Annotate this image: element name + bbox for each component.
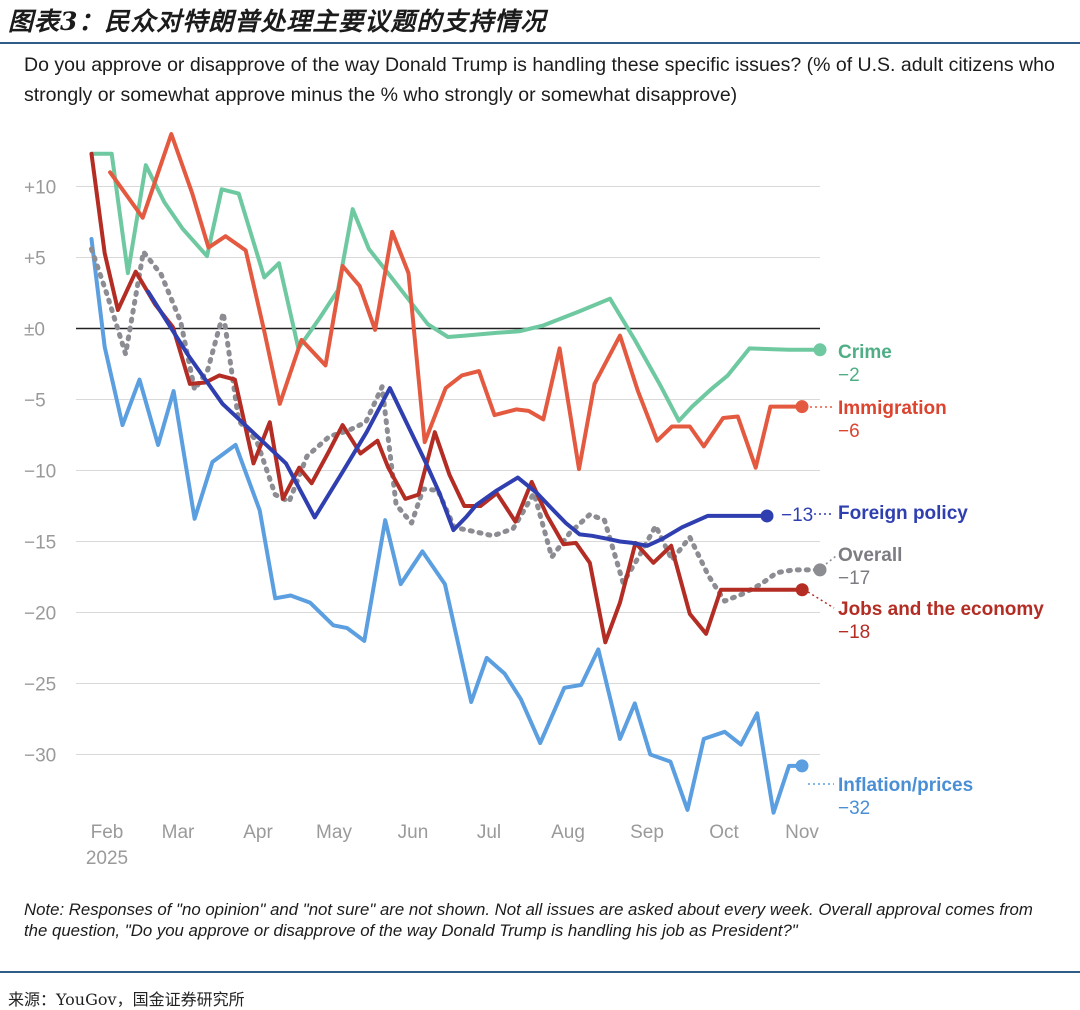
y-tick-label: −10 <box>24 462 56 483</box>
series-line-overall <box>89 246 823 604</box>
series-end-dot-inflation-prices <box>795 759 809 773</box>
line-chart: +10 +5 ±0 −5 −10 −15 −20 −25 −30 Feb 2025 Mar Apr Ma… <box>24 132 1044 869</box>
series-end-dot-jobs-and-the-economy <box>795 583 809 597</box>
x-tick-label: Feb <box>91 822 124 843</box>
leader-overall <box>825 555 837 565</box>
label-crime-value: −2 <box>838 365 860 386</box>
x-tick-label: Jun <box>398 822 429 843</box>
series-line-crime <box>89 151 822 423</box>
y-tick-label: −15 <box>24 533 56 554</box>
leader-jobs <box>807 591 835 609</box>
footer-rule <box>0 971 1080 973</box>
label-inflation-name: Inflation/prices <box>838 775 973 796</box>
x-tick-label: Apr <box>243 822 273 843</box>
series-line-foreign-policy <box>146 289 769 548</box>
label-immigration-value: −6 <box>838 421 860 442</box>
y-tick-label: +5 <box>24 249 46 270</box>
label-inflation-value: −32 <box>838 798 870 819</box>
x-tick-label: Aug <box>551 822 585 843</box>
y-axis-labels: +10 +5 ±0 −5 −10 −15 −20 −25 −30 <box>24 178 56 767</box>
x-tick-label: May <box>316 822 352 843</box>
y-tick-label: −30 <box>24 746 56 767</box>
x-tick-label: Sep <box>630 822 664 843</box>
label-foreign-name: Foreign policy <box>838 503 968 524</box>
series-line-inflation-prices <box>89 237 804 815</box>
x-tick-year: 2025 <box>86 848 128 869</box>
series-line-immigration <box>108 132 804 472</box>
label-overall-value: −17 <box>838 568 870 589</box>
x-tick-label: Nov <box>785 822 819 843</box>
label-overall-name: Overall <box>838 545 902 566</box>
label-jobs-name: Jobs and the economy <box>838 599 1044 620</box>
chart-question: Do you approve or disapprove of the way … <box>24 54 1055 106</box>
y-tick-label: +10 <box>24 178 56 199</box>
y-tick-label: ±0 <box>24 320 45 341</box>
label-foreign-value: −13 <box>781 505 813 526</box>
x-tick-label: Mar <box>162 822 195 843</box>
source-line: 来源：YouGov，国金证券研究所 <box>8 990 245 1009</box>
series-end-dot-immigration <box>795 400 809 414</box>
y-tick-label: −25 <box>24 675 56 696</box>
x-axis-labels: Feb 2025 Mar Apr May Jun Jul Aug Sep Oct Nov <box>86 822 820 869</box>
figure-title: 图表3：民众对特朗普处理主要议题的支持情况 <box>8 7 547 36</box>
chart-note: Note: Responses of "no opinion" and "not… <box>24 900 1033 940</box>
y-tick-label: −20 <box>24 604 56 625</box>
label-crime-name: Crime <box>838 342 892 363</box>
series-end-dot-overall <box>813 563 827 577</box>
label-immigration-name: Immigration <box>838 398 947 419</box>
label-jobs-value: −18 <box>838 622 870 643</box>
series-lines <box>89 132 827 815</box>
end-annotations: Crime −2 Immigration −6 −13 Foreign poli… <box>781 342 1044 819</box>
y-tick-label: −5 <box>24 391 46 412</box>
series-end-dot-crime <box>813 343 827 357</box>
series-end-dot-foreign-policy <box>760 509 774 523</box>
series-line-jobs-and-the-economy <box>89 151 805 645</box>
header-rule <box>0 42 1080 44</box>
x-tick-label: Oct <box>709 822 739 843</box>
x-tick-label: Jul <box>477 822 501 843</box>
